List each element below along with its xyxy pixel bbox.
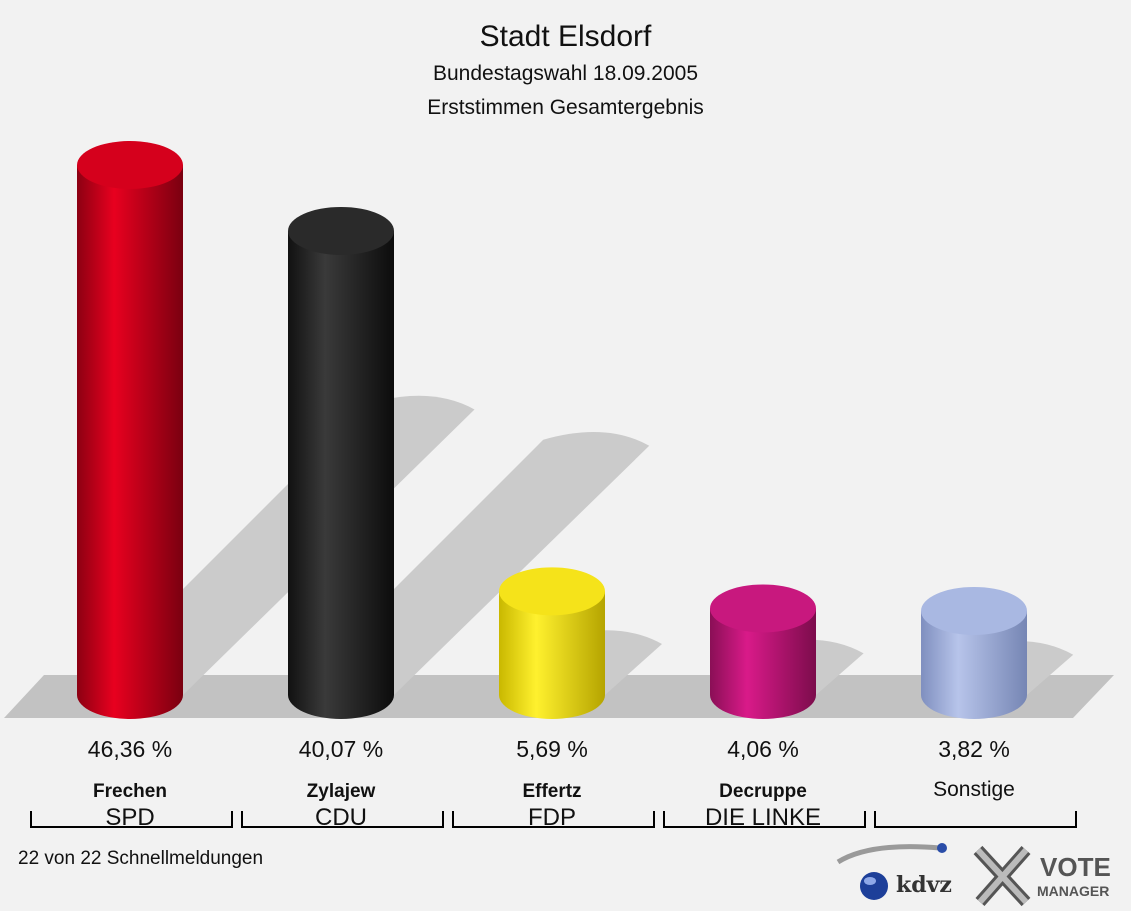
value-label-cdu: 40,07 % <box>298 736 384 762</box>
party-label-spd: SPD <box>105 804 155 831</box>
bar-sonstige <box>921 586 1027 719</box>
category-bracket <box>241 811 444 828</box>
party-label-cdu: CDU <box>315 804 367 831</box>
value-label-linke: 4,06 % <box>727 736 799 762</box>
candidate-label-spd: Frechen <box>93 781 167 802</box>
bars <box>77 141 1027 719</box>
svg-text:MANAGER: MANAGER <box>1037 883 1109 899</box>
chart-title: Stadt Elsdorf <box>479 20 652 53</box>
kdvz-vote-manager-logo: kdvz VOTE MANAGER <box>836 843 1111 907</box>
chart-subtitle-2: Erststimmen Gesamtergebnis <box>427 96 704 119</box>
bar-spd <box>77 141 183 719</box>
category-bracket <box>30 811 233 828</box>
bar-cdu <box>288 206 394 719</box>
category-bracket <box>452 811 655 828</box>
party-label-linke: DIE LINKE <box>704 804 822 831</box>
category-bracket <box>663 811 866 828</box>
value-label-sonstige: 3,82 % <box>938 736 1010 762</box>
value-label-spd: 46,36 % <box>87 736 173 762</box>
svg-text:kdvz: kdvz <box>896 872 952 898</box>
candidate-label-fdp: Effertz <box>522 781 582 802</box>
svg-text:VOTE: VOTE <box>1040 852 1111 882</box>
candidate-label-linke: Decruppe <box>719 781 807 802</box>
bar-linke <box>710 584 816 719</box>
category-bracket <box>874 811 1077 828</box>
value-label-fdp: 5,69 % <box>516 736 588 762</box>
candidate-label-cdu: Zylajew <box>306 781 376 802</box>
chart-subtitle: Bundestagswahl 18.09.2005 <box>432 62 699 85</box>
candidate-label-sonstige: Sonstige <box>933 778 1015 801</box>
footnote: 22 von 22 Schnellmeldungen <box>18 848 264 869</box>
party-label-fdp: FDP <box>528 804 576 831</box>
bar-fdp <box>499 567 605 719</box>
